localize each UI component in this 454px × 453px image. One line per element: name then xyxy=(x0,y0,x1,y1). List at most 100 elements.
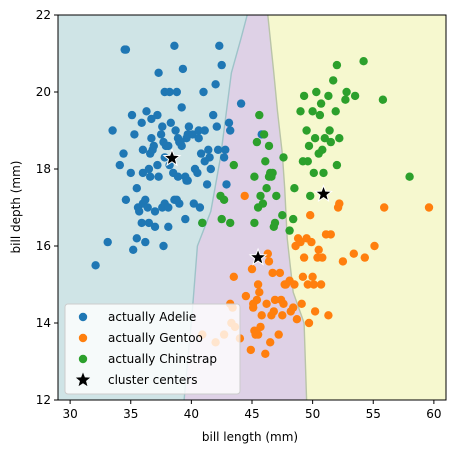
data-point xyxy=(324,91,333,101)
data-point xyxy=(215,41,224,50)
data-point xyxy=(250,218,259,228)
data-point xyxy=(312,87,321,97)
data-point xyxy=(246,345,255,355)
legend-label: actually Chinstrap xyxy=(108,352,217,366)
data-point xyxy=(319,168,328,178)
data-point xyxy=(154,68,163,78)
data-point xyxy=(318,253,327,262)
data-point xyxy=(150,207,160,216)
data-point xyxy=(175,199,184,208)
data-point xyxy=(370,241,379,251)
data-point xyxy=(178,64,188,74)
data-point xyxy=(209,110,218,120)
y-tick-label: 20 xyxy=(36,85,51,99)
data-point xyxy=(205,153,214,162)
boundary-line xyxy=(267,14,308,401)
data-point xyxy=(304,141,314,151)
data-point xyxy=(309,168,318,178)
data-point xyxy=(166,118,175,128)
data-point xyxy=(349,249,358,258)
data-point xyxy=(268,268,277,278)
data-point xyxy=(149,141,158,151)
data-point xyxy=(126,168,135,178)
data-point xyxy=(115,160,125,170)
data-point xyxy=(226,218,235,228)
data-point xyxy=(405,172,414,181)
data-point xyxy=(194,126,203,135)
data-point xyxy=(296,107,305,116)
data-point xyxy=(198,218,207,228)
data-point xyxy=(299,253,309,262)
data-point xyxy=(360,253,369,262)
data-point xyxy=(103,237,112,247)
data-point xyxy=(217,214,226,224)
data-point xyxy=(194,134,203,143)
data-point xyxy=(255,288,264,297)
data-point xyxy=(229,272,238,281)
x-tick-label: 50 xyxy=(305,407,320,421)
data-point xyxy=(135,207,144,216)
data-point xyxy=(119,149,128,158)
legend: actually Adelie actually Gentoo actually C… xyxy=(64,303,241,395)
data-point xyxy=(177,141,186,151)
data-point xyxy=(240,191,249,201)
data-point xyxy=(316,99,326,108)
data-point xyxy=(108,126,117,135)
data-point xyxy=(270,295,280,305)
data-point xyxy=(165,87,174,97)
data-point xyxy=(173,172,183,181)
data-point xyxy=(147,134,156,143)
data-point xyxy=(211,80,220,89)
data-point xyxy=(320,134,329,143)
data-point xyxy=(127,110,137,120)
data-point xyxy=(196,149,206,158)
y-tick-label: 12 xyxy=(36,393,51,407)
data-point xyxy=(256,191,265,201)
data-point xyxy=(264,141,274,151)
data-point xyxy=(290,280,299,289)
data-point xyxy=(132,234,141,243)
data-point xyxy=(188,130,197,139)
data-point xyxy=(335,199,344,208)
data-point xyxy=(219,195,229,204)
data-point xyxy=(318,145,327,154)
data-point xyxy=(147,114,156,124)
data-point xyxy=(137,218,146,228)
x-axis-label: bill length (mm) xyxy=(202,430,298,444)
data-point xyxy=(308,272,317,281)
data-point xyxy=(121,195,131,204)
data-point xyxy=(132,184,141,193)
data-point xyxy=(253,280,263,289)
data-point xyxy=(144,164,154,174)
data-point xyxy=(292,315,302,324)
data-point xyxy=(331,107,340,116)
data-point xyxy=(424,203,434,212)
data-point xyxy=(250,172,259,181)
data-point xyxy=(261,349,270,358)
data-point xyxy=(314,245,323,254)
data-point xyxy=(298,272,308,281)
data-point xyxy=(303,157,312,166)
data-point xyxy=(266,338,275,347)
data-point xyxy=(272,191,281,201)
x-tick-label: 55 xyxy=(366,407,381,421)
data-point xyxy=(255,110,264,120)
data-point xyxy=(206,164,215,174)
data-point xyxy=(359,57,368,66)
x-tick-label: 40 xyxy=(184,407,199,421)
data-points xyxy=(91,41,434,358)
data-point xyxy=(164,203,173,212)
data-point xyxy=(259,130,269,139)
data-point xyxy=(264,257,274,266)
data-point xyxy=(184,122,194,131)
data-point xyxy=(275,268,285,278)
data-point xyxy=(212,122,221,131)
data-point xyxy=(258,199,268,208)
data-point xyxy=(324,311,333,320)
data-point xyxy=(274,330,283,339)
data-point xyxy=(213,145,223,154)
data-point xyxy=(304,318,314,328)
data-point xyxy=(156,130,166,139)
data-point xyxy=(164,222,173,231)
data-point xyxy=(181,214,190,224)
